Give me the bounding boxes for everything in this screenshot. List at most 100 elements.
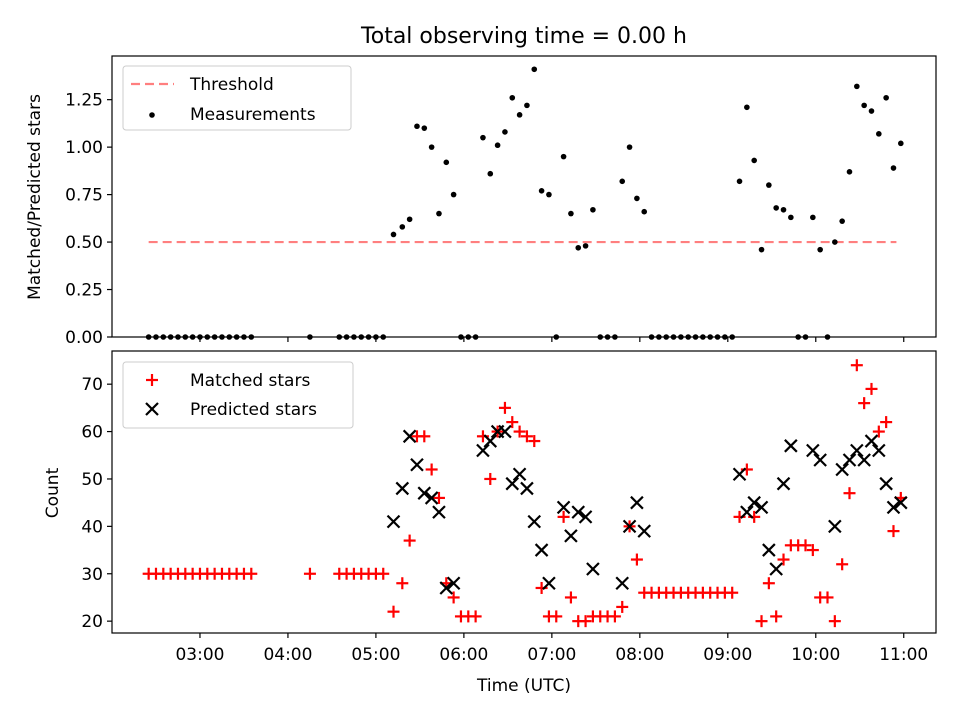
- predicted-star-point: [512, 467, 527, 482]
- measurement-point: [744, 104, 750, 111]
- measurement-point: [766, 182, 772, 188]
- top-legend: Threshold Measurements: [122, 65, 352, 131]
- measurement-point: [160, 334, 167, 340]
- measurement-point: [788, 214, 794, 221]
- matched-star-point: [513, 425, 526, 438]
- predicted-star-point: [432, 505, 446, 519]
- measurement-point: [189, 334, 196, 340]
- measurement-point: [145, 334, 152, 340]
- measurement-point: [612, 334, 618, 340]
- matched-star-point: [557, 510, 570, 523]
- measurement-point: [802, 334, 809, 340]
- predicted-star-point: [762, 543, 776, 557]
- measurements-legend-swatch: [149, 112, 155, 118]
- top-y-tick-label: 1.25: [65, 91, 103, 111]
- measurement-point: [531, 66, 538, 73]
- figure-title: Total observing time = 0.00 h: [360, 24, 687, 49]
- measurement-point: [839, 218, 845, 224]
- measurement-point: [414, 123, 420, 130]
- predicted-star-point: [630, 495, 644, 510]
- threshold-legend-label: Threshold: [189, 75, 274, 95]
- matched-star-point: [872, 425, 885, 438]
- predicted-star-point: [776, 476, 791, 491]
- measurement-point: [560, 153, 567, 160]
- top-legend-box: [122, 65, 352, 131]
- predicted-star-point: [417, 486, 432, 500]
- measurement-point: [898, 140, 904, 147]
- measurement-point: [868, 108, 875, 114]
- matched-star-point: [616, 600, 629, 613]
- measurement-point: [167, 334, 174, 340]
- predicted-star-point: [410, 457, 424, 472]
- predicted-star-point: [850, 443, 864, 458]
- matched-star-point: [245, 567, 258, 580]
- top-panel: 0.00 0.25 0.50 0.75 1.00 1.25 Matched/Predict…: [25, 55, 937, 348]
- matched-star-point: [377, 567, 390, 580]
- matched-star-point: [806, 544, 819, 557]
- predicted-star-point: [615, 576, 630, 591]
- predicted-star-point: [769, 562, 783, 576]
- measurement-point: [626, 144, 633, 150]
- matched-stars-legend-label: Matched stars: [190, 371, 310, 391]
- matched-star-point: [880, 416, 893, 429]
- measurement-point: [817, 246, 823, 253]
- measurement-point: [509, 94, 516, 101]
- measurement-point: [421, 125, 428, 131]
- predicted-star-point: [864, 434, 879, 448]
- measurement-point: [406, 216, 413, 223]
- measurement-point: [358, 334, 365, 340]
- predicted-star-point: [586, 562, 600, 576]
- measurement-point: [390, 231, 397, 238]
- bottom-y-tick-label: 50: [81, 470, 103, 490]
- bottom-panel: 20 30 40 50 60 70 03:00 04:00 05:00 06:00 07:00 08:…: [43, 350, 937, 696]
- measurement-point: [670, 334, 677, 340]
- measurement-point: [307, 334, 313, 340]
- measurement-point: [780, 206, 787, 213]
- measurement-point: [197, 334, 203, 340]
- measurement-point: [700, 334, 706, 340]
- bottom-y-tick-label: 20: [81, 612, 103, 632]
- measurement-point: [480, 134, 486, 141]
- predicted-star-point: [439, 581, 454, 595]
- top-y-tick-label: 0.50: [65, 233, 103, 253]
- top-y-tick-label: 0.25: [65, 281, 103, 301]
- measurement-point: [692, 334, 699, 340]
- measurement-point: [758, 246, 765, 253]
- measurement-point: [365, 334, 372, 340]
- bottom-y-tick-label: 70: [81, 375, 103, 395]
- matched-star-point: [608, 610, 621, 623]
- measurement-point: [233, 334, 240, 340]
- predicted-star-point: [402, 429, 417, 444]
- measurement-point: [538, 188, 545, 194]
- x-tick-label: 03:00: [175, 645, 224, 665]
- bottom-y-tick-label: 30: [81, 565, 103, 585]
- predicted-star-point: [879, 476, 893, 491]
- measurement-point: [590, 206, 596, 213]
- matched-star-point: [564, 591, 577, 604]
- predicted-star-point: [527, 514, 542, 529]
- measurement-point: [663, 334, 670, 340]
- predicted-star-point: [732, 467, 747, 482]
- measurement-point: [795, 334, 801, 340]
- measurement-point: [458, 334, 464, 340]
- matched-star-point: [777, 553, 790, 566]
- measurement-point: [399, 224, 406, 230]
- x-tick-label: 08:00: [615, 645, 664, 665]
- predicted-star-point: [740, 505, 754, 519]
- predicted-star-point: [842, 453, 857, 467]
- x-tick-label: 06:00: [439, 645, 488, 665]
- matched-star-point: [887, 525, 900, 538]
- measurement-point: [714, 334, 721, 340]
- predicted-star-point: [835, 462, 849, 477]
- predicted-star-point: [806, 443, 820, 458]
- measurement-point: [204, 334, 211, 340]
- predicted-star-point: [564, 529, 578, 543]
- measurement-point: [597, 334, 604, 340]
- predicted-star-point: [872, 443, 886, 458]
- x-tick-label: 07:00: [527, 645, 576, 665]
- matched-stars-legend-swatch: [146, 374, 158, 386]
- measurement-point: [854, 83, 860, 90]
- measurement-point: [641, 208, 648, 215]
- measurement-point: [494, 142, 501, 149]
